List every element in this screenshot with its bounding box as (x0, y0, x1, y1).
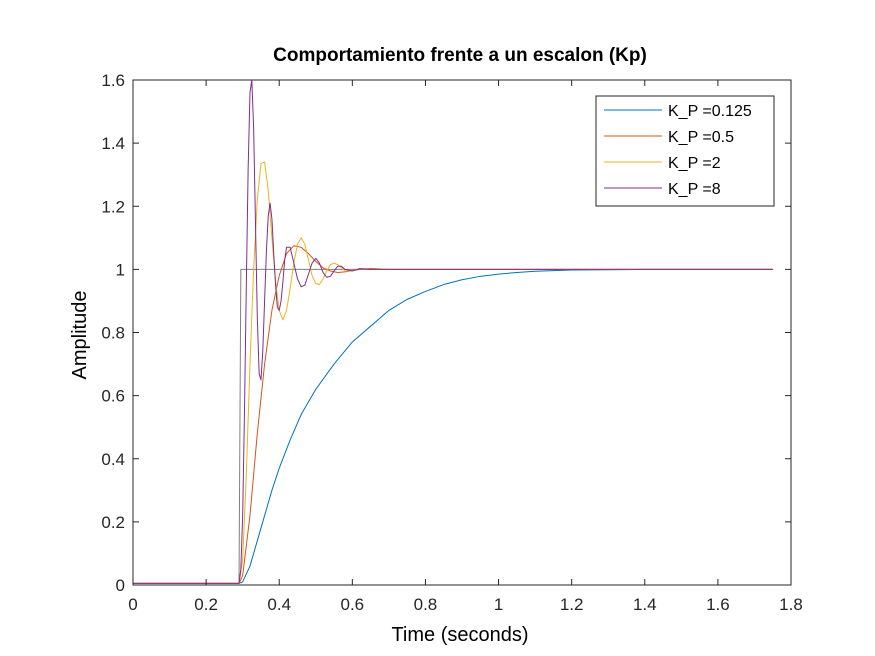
y-tick-label: 0.8 (101, 324, 125, 343)
x-tick-label: 0.8 (414, 595, 438, 614)
series-line-1 (133, 268, 773, 584)
x-tick-label: 0.4 (267, 595, 291, 614)
plot-area: 0 0.2 0.4 0.6 0.8 1 1.2 1.4 1.6 1.8 0 0.2 0.4 0.6 0.8 1… (101, 71, 802, 614)
x-tick-label: 0.2 (194, 595, 218, 614)
legend-entry-label: K_P =0.5 (668, 129, 734, 146)
legend-entry-label: K_P =8 (668, 181, 721, 198)
legend-entry-label: K_P =0.125 (668, 103, 752, 120)
y-axis-label: Amplitude (69, 291, 91, 380)
legend-entry-label: K_P =2 (668, 155, 721, 172)
x-axis-label: Time (seconds) (391, 624, 528, 646)
x-tick-label: 1.8 (779, 595, 803, 614)
x-tick-label: 1 (494, 595, 503, 614)
x-tick-label: 0.6 (341, 595, 365, 614)
y-tick-label: 0.2 (101, 513, 125, 532)
y-tick-label: 1.4 (101, 134, 125, 153)
y-tick-label: 0.6 (101, 387, 125, 406)
chart-title: Comportamiento frente a un escalon (Kp) (273, 45, 647, 66)
y-tick-label: 0.4 (101, 450, 125, 469)
y-tick-label: 1.2 (101, 197, 125, 216)
y-tick-label: 1.6 (101, 71, 125, 90)
x-tick-label: 1.6 (706, 595, 730, 614)
x-tick-label: 0 (128, 595, 137, 614)
series-line-4 (133, 79, 773, 584)
y-tick-label: 0 (116, 576, 125, 595)
x-tick-label: 1.4 (633, 595, 657, 614)
y-tick-label: 1 (116, 260, 125, 279)
x-tick-label: 1.2 (560, 595, 584, 614)
